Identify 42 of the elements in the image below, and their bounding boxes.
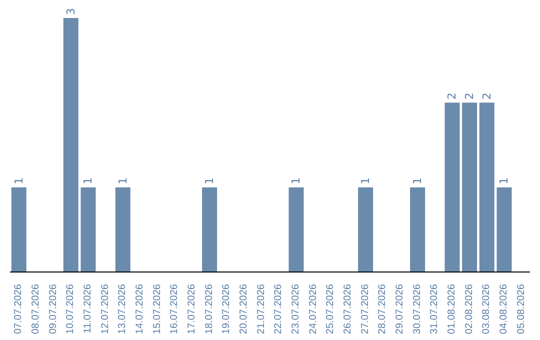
x-tick-label: 05.08.2026 [516,284,527,334]
x-tick-label: 15.07.2026 [152,284,163,334]
x-tick-label: 09.07.2026 [48,284,59,334]
x-tick-label: 25.07.2026 [325,284,336,334]
x-tick-label: 31.07.2026 [429,284,440,334]
x-tick-label: 18.07.2026 [204,284,215,334]
x-tick-label: 17.07.2026 [186,284,198,334]
data-label: 1 [12,177,26,184]
data-label: 2 [463,92,476,100]
x-tick-label: 27.07.2026 [360,284,371,334]
x-tick-label: 21.07.2026 [256,284,267,334]
data-label: 1 [411,177,424,184]
x-tick-label: 22.07.2026 [273,284,284,334]
x-tick-label: 16.07.2026 [169,284,180,334]
x-tick-label: 11.07.2026 [82,284,94,334]
x-tick-label: 23.07.2026 [290,284,302,334]
data-label: 1 [359,177,372,184]
x-tick-label: 19.07.2026 [221,284,232,334]
x-tick-label: 13.07.2026 [117,284,128,334]
x-tick-label: 20.07.2026 [238,284,250,334]
x-tick-label: 01.08.2026 [446,284,458,334]
x-tick-label: 07.07.2026 [13,284,24,334]
data-label: 1 [203,177,216,184]
data-label: 2 [446,92,459,100]
x-tick-label: 29.07.2026 [394,284,406,334]
x-tick-label: 28.07.2026 [377,284,388,334]
x-tick-label: 03.08.2026 [481,284,492,334]
data-label: 1 [498,177,511,184]
x-tick-label: 14.07.2026 [134,284,146,334]
data-label: 2 [480,92,494,100]
x-tick-label: 04.08.2026 [498,284,510,334]
x-tick-label: 08.07.2026 [30,284,42,334]
data-label: 1 [116,177,130,184]
data-label: 3 [64,8,78,15]
x-tick-label: 30.07.2026 [412,284,423,334]
x-tick-label: 12.07.2026 [100,284,111,334]
data-label: 1 [290,177,303,184]
x-tick-label: 02.08.2026 [464,284,475,334]
x-tick-label: 24.07.2026 [308,284,319,334]
x-tick-label: 10.07.2026 [65,284,76,334]
x-tick-label: 26.07.2026 [342,284,354,334]
data-label: 1 [82,177,95,184]
